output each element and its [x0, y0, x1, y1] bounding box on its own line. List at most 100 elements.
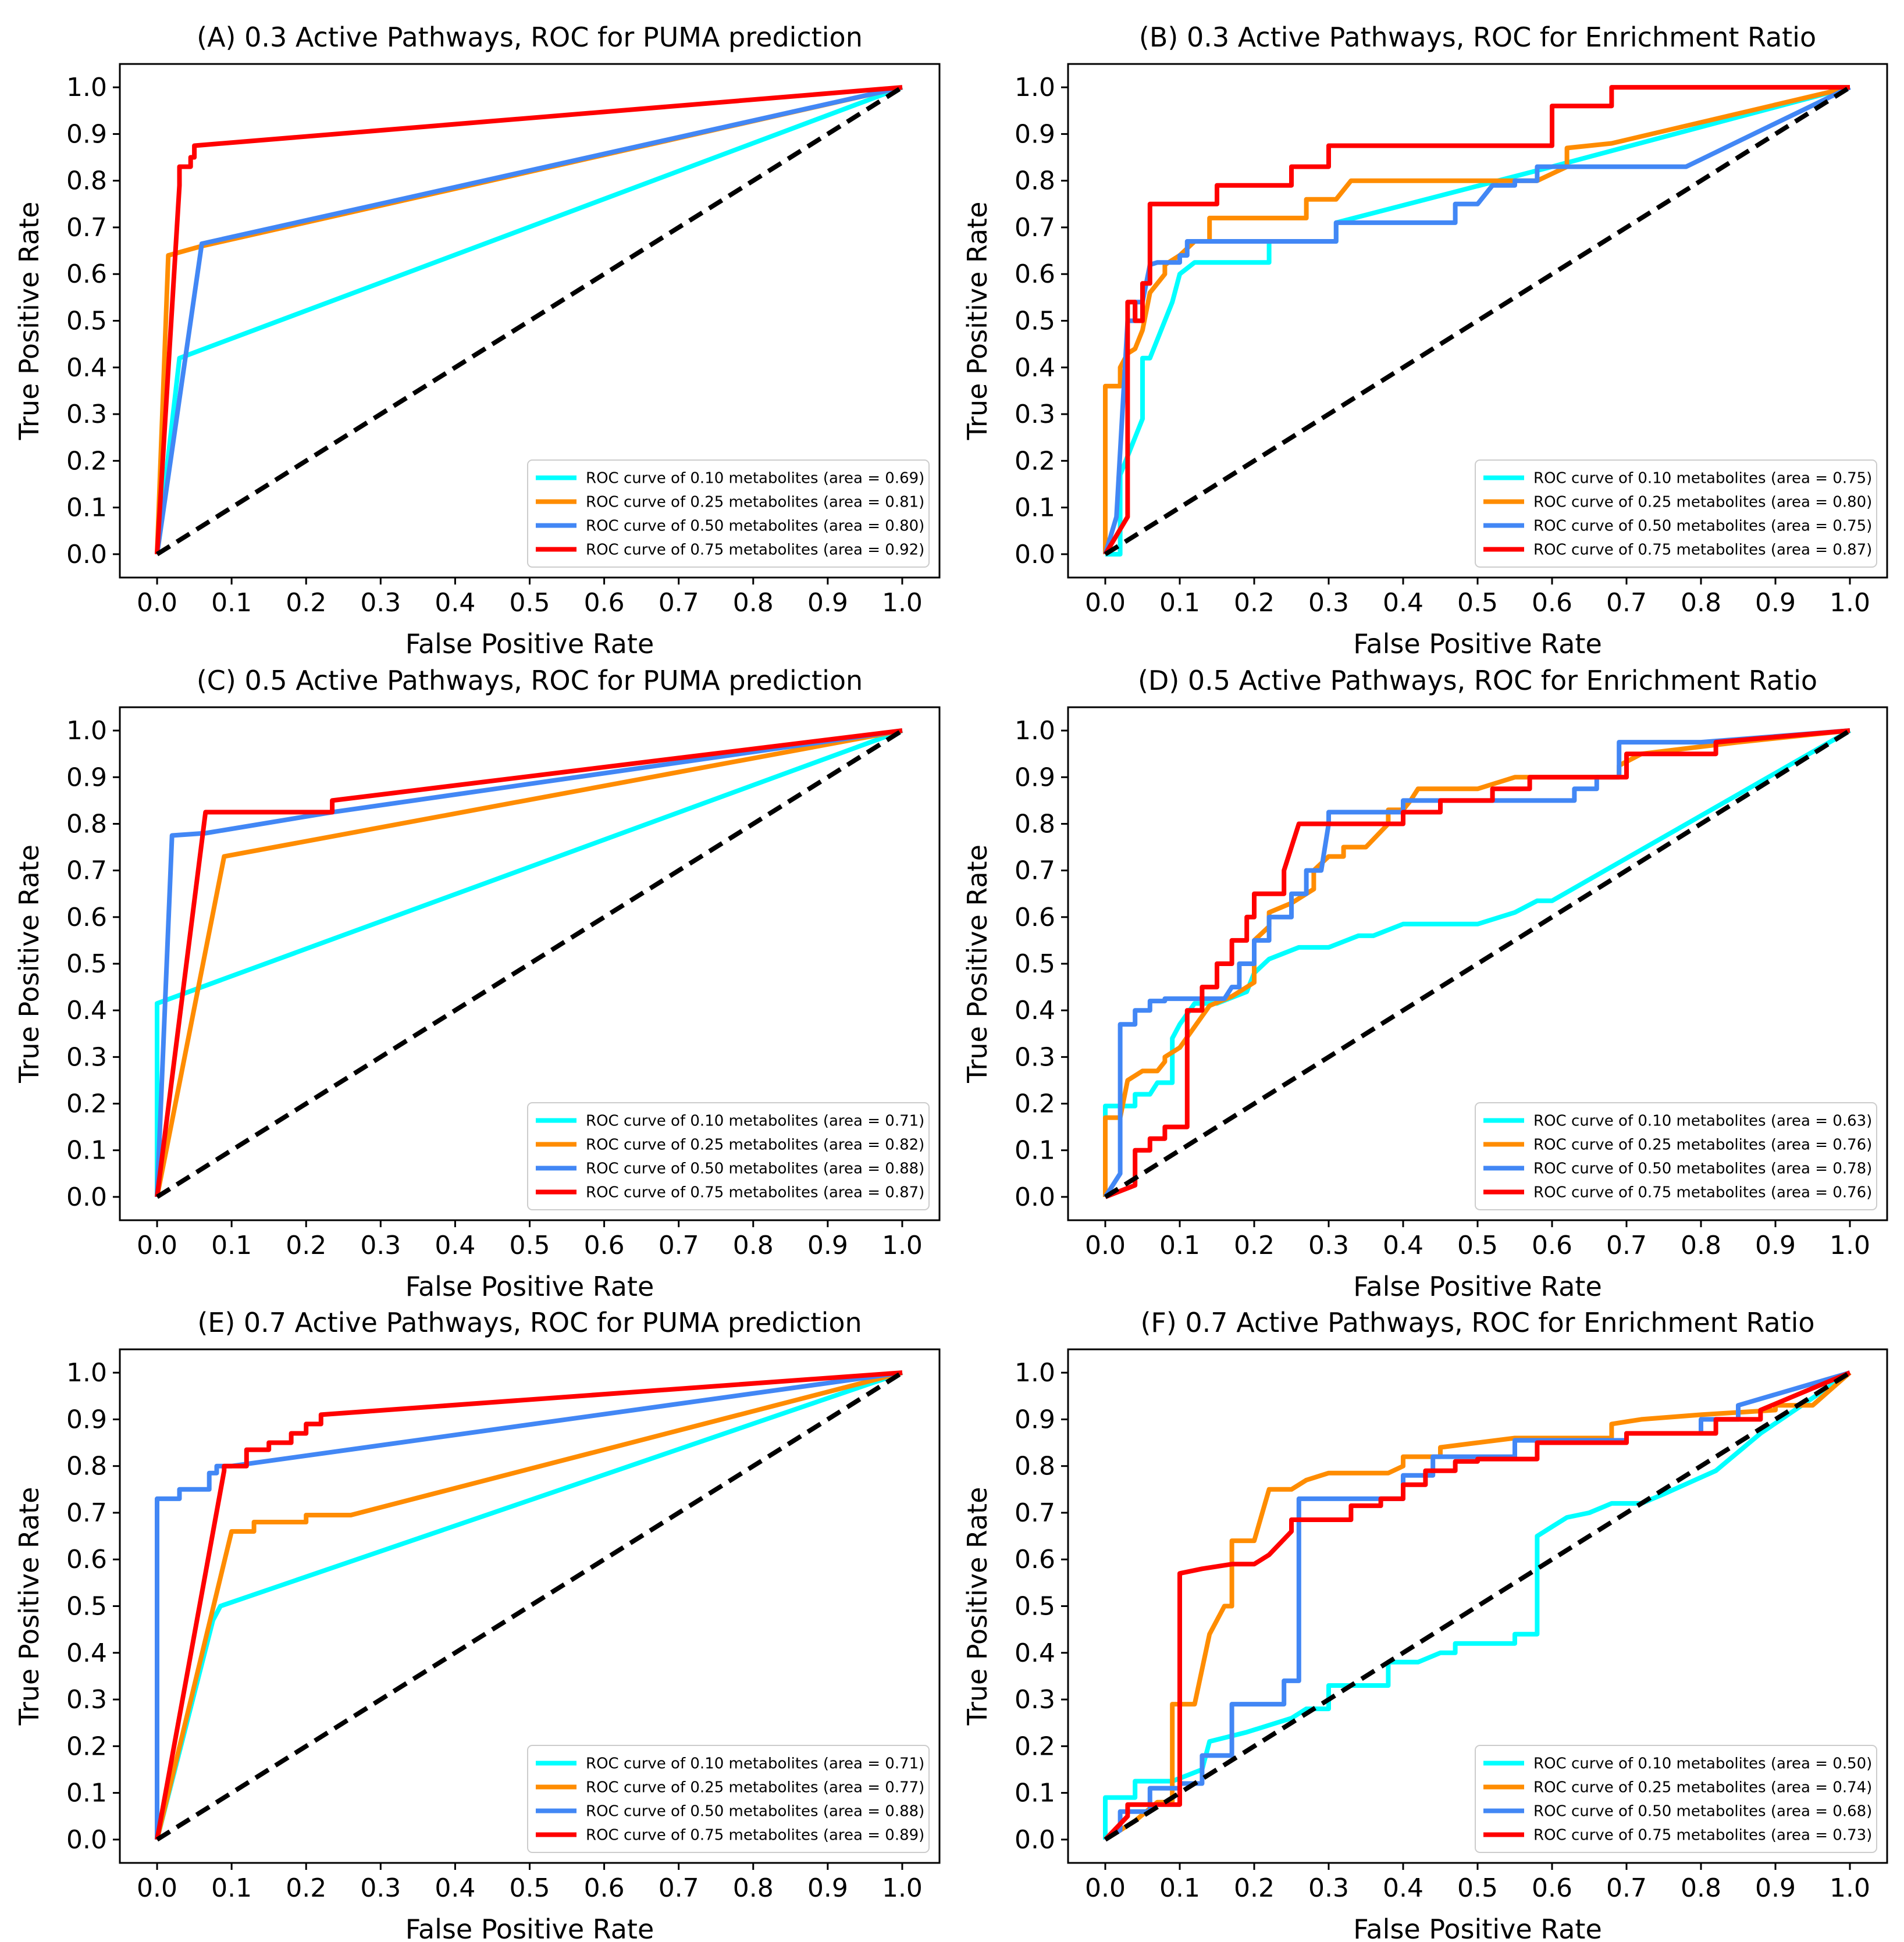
- legend-entry: ROC curve of 0.10 metabolites (area = 0.…: [1533, 1755, 1872, 1773]
- y-tick-label: 0.9: [66, 762, 107, 792]
- x-tick-label: 0.0: [1085, 1231, 1126, 1260]
- x-tick-label: 0.1: [1159, 588, 1200, 618]
- plot-frame: [1067, 63, 1888, 579]
- x-tick-label: 0.6: [584, 1873, 625, 1903]
- roc-series-line-3: [155, 1370, 903, 1840]
- legend-entry: ROC curve of 0.75 metabolites (area = 0.…: [586, 541, 924, 559]
- roc-series-line-3: [155, 85, 903, 555]
- legend-entry: ROC curve of 0.50 metabolites (area = 0.…: [1533, 1803, 1872, 1820]
- x-tick-label: 0.9: [1755, 1231, 1796, 1260]
- legend-entry: ROC curve of 0.10 metabolites (area = 0.…: [1533, 1113, 1872, 1130]
- x-tick-label: 0.0: [137, 588, 177, 618]
- x-axis-label: False Positive Rate: [1353, 628, 1602, 660]
- x-tick-label: 0.8: [733, 1873, 774, 1903]
- x-tick-label: 1.0: [1830, 1231, 1870, 1260]
- y-tick-label: 0.0: [1015, 540, 1055, 569]
- x-tick-label: 0.1: [1159, 1231, 1200, 1260]
- y-tick-label: 0.6: [1015, 903, 1055, 932]
- y-tick-label: 0.3: [66, 1685, 107, 1715]
- legend-box: [527, 1102, 930, 1210]
- x-tick-label: 0.3: [1308, 588, 1349, 618]
- legend-entry: ROC curve of 0.25 metabolites (area = 0.…: [586, 1779, 924, 1797]
- x-tick-label: 1.0: [882, 588, 923, 618]
- chart-panel-4: (E) 0.7 Active Pathways, ROC for PUMA pr…: [13, 1307, 941, 1942]
- y-tick-label: 0.0: [1015, 1825, 1055, 1855]
- y-tick-label: 0.2: [1015, 1731, 1055, 1761]
- legend-entry: ROC curve of 0.75 metabolites (area = 0.…: [586, 1827, 924, 1844]
- x-axis-label: False Positive Rate: [1353, 1914, 1602, 1942]
- x-tick-label: 0.2: [286, 1231, 326, 1260]
- x-tick-label: 0.9: [807, 1231, 848, 1260]
- x-tick-label: 0.7: [659, 588, 699, 618]
- y-tick-label: 0.5: [66, 1592, 107, 1622]
- x-tick-label: 0.4: [435, 1873, 475, 1903]
- x-tick-label: 0.3: [1308, 1873, 1349, 1903]
- y-tick-label: 0.6: [1015, 1545, 1055, 1574]
- chance-diagonal-line: [155, 85, 904, 557]
- y-axis-label: True Positive Rate: [962, 1487, 993, 1726]
- y-tick-label: 0.9: [66, 1405, 107, 1434]
- chance-diagonal-line: [1104, 728, 1852, 1199]
- y-tick-label: 0.2: [66, 1731, 107, 1761]
- roc-series-line-3: [1103, 85, 1850, 555]
- x-tick-label: 0.5: [510, 588, 550, 618]
- y-tick-label: 0.8: [1015, 1452, 1055, 1481]
- x-tick-label: 0.3: [360, 1873, 401, 1903]
- y-tick-label: 1.0: [1015, 716, 1055, 746]
- x-tick-label: 0.5: [1457, 1873, 1498, 1903]
- legend: ROC curve of 0.10 metabolites (area = 0.…: [1475, 1745, 1877, 1853]
- y-tick-label: 0.8: [66, 166, 107, 196]
- y-axis-label: True Positive Rate: [962, 202, 993, 441]
- plot-frame: [1067, 1348, 1888, 1864]
- x-tick-label: 0.2: [286, 1873, 326, 1903]
- y-axis-label: True Positive Rate: [13, 202, 45, 441]
- legend-entry: ROC curve of 0.25 metabolites (area = 0.…: [1533, 1779, 1872, 1797]
- y-tick-label: 1.0: [1015, 73, 1055, 102]
- y-axis-label: True Positive Rate: [13, 844, 45, 1084]
- legend-entry: ROC curve of 0.25 metabolites (area = 0.…: [1533, 1136, 1872, 1154]
- legend-box: [1475, 1745, 1877, 1853]
- y-tick-label: 1.0: [66, 1358, 107, 1388]
- roc-series-line-1: [1104, 1371, 1852, 1842]
- y-tick-label: 0.7: [66, 1498, 107, 1528]
- x-tick-label: 0.8: [733, 588, 774, 618]
- y-tick-label: 0.0: [66, 540, 107, 569]
- legend-entry: ROC curve of 0.75 metabolites (area = 0.…: [1533, 1184, 1872, 1202]
- x-tick-label: 0.0: [137, 1873, 177, 1903]
- x-tick-label: 0.7: [1606, 1231, 1647, 1260]
- legend-entry: ROC curve of 0.75 metabolites (area = 0.…: [1533, 541, 1872, 559]
- x-tick-label: 0.5: [1457, 588, 1498, 618]
- y-tick-label: 0.7: [66, 856, 107, 886]
- x-tick-label: 0.4: [435, 1231, 475, 1260]
- y-tick-label: 0.4: [66, 996, 107, 1025]
- x-tick-label: 0.0: [1085, 1873, 1126, 1903]
- y-tick-label: 0.0: [66, 1182, 107, 1212]
- legend-entry: ROC curve of 0.10 metabolites (area = 0.…: [1533, 470, 1872, 487]
- roc-series-line-3: [155, 728, 903, 1198]
- legend-entry: ROC curve of 0.10 metabolites (area = 0.…: [586, 1755, 924, 1773]
- y-axis-label: True Positive Rate: [13, 1487, 45, 1726]
- legend: ROC curve of 0.10 metabolites (area = 0.…: [527, 459, 930, 568]
- roc-series-line-1: [155, 728, 903, 1198]
- chart-panel-3: (D) 0.5 Active Pathways, ROC for Enrichm…: [962, 665, 1888, 1302]
- y-tick-label: 1.0: [1015, 1358, 1055, 1388]
- x-tick-label: 0.6: [1532, 1231, 1572, 1260]
- y-tick-label: 0.3: [1015, 1042, 1055, 1072]
- x-tick-label: 0.5: [1457, 1231, 1498, 1260]
- x-tick-label: 0.4: [435, 588, 475, 618]
- y-tick-label: 0.1: [1015, 1136, 1055, 1166]
- y-tick-label: 0.6: [66, 259, 107, 289]
- y-tick-label: 0.7: [1015, 856, 1055, 886]
- x-tick-label: 0.9: [807, 1873, 848, 1903]
- y-tick-label: 0.3: [66, 1042, 107, 1072]
- legend-box: [1475, 1102, 1877, 1210]
- chance-diagonal-line: [1104, 85, 1852, 557]
- legend-box: [527, 459, 930, 568]
- roc-series-line-1: [155, 1370, 903, 1840]
- y-tick-label: 0.4: [66, 1638, 107, 1668]
- x-tick-label: 0.3: [360, 1231, 401, 1260]
- legend-entry: ROC curve of 0.50 metabolites (area = 0.…: [586, 1803, 924, 1820]
- plot-frame: [119, 1348, 941, 1864]
- y-tick-label: 0.9: [66, 119, 107, 149]
- y-tick-label: 0.7: [66, 213, 107, 243]
